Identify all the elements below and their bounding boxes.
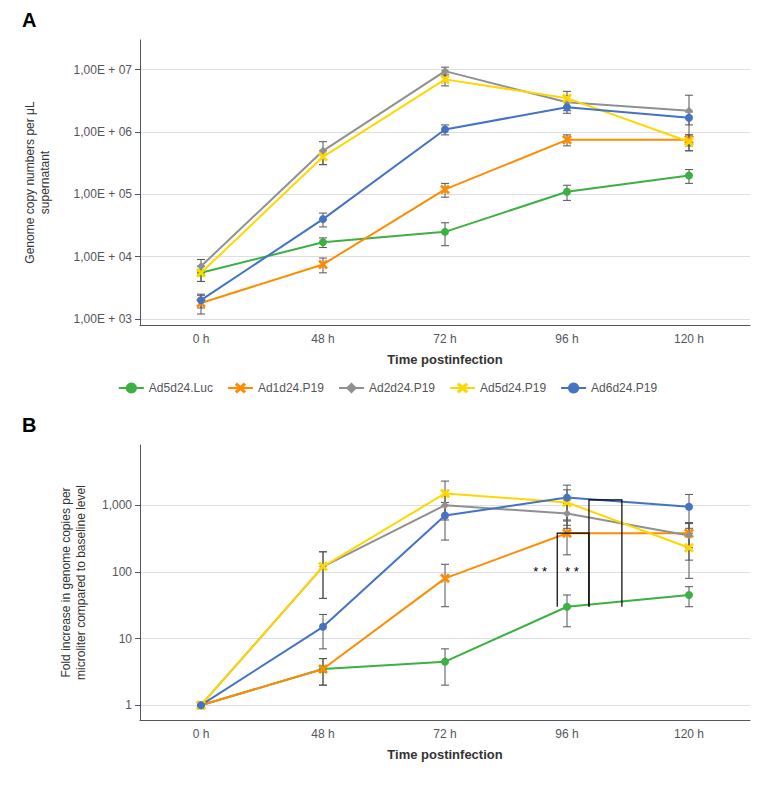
svg-text:Ad5d24.Luc: Ad5d24.Luc: [149, 381, 213, 395]
svg-text:Ad6d24.P19: Ad6d24.P19: [591, 381, 657, 395]
svg-text:48 h: 48 h: [311, 332, 334, 346]
svg-text:1,00E + 07: 1,00E + 07: [74, 63, 133, 77]
svg-text:Ad2d24.P19: Ad2d24.P19: [369, 381, 435, 395]
svg-text:96 h: 96 h: [555, 332, 578, 346]
svg-text:1,00E + 05: 1,00E + 05: [74, 187, 133, 201]
svg-text:B: B: [22, 414, 36, 436]
svg-text:100: 100: [112, 565, 132, 579]
svg-text:0 h: 0 h: [193, 332, 210, 346]
svg-text:1,00E + 04: 1,00E + 04: [74, 250, 133, 264]
svg-text:Ad5d24.P19: Ad5d24.P19: [480, 381, 546, 395]
svg-text:10: 10: [119, 632, 133, 646]
svg-text:A: A: [22, 9, 36, 31]
svg-text:1: 1: [125, 698, 132, 712]
svg-text:48 h: 48 h: [311, 727, 334, 741]
svg-text:Ad1d24.P19: Ad1d24.P19: [258, 381, 324, 395]
svg-text:1,00E + 06: 1,00E + 06: [74, 125, 133, 139]
svg-text:supernatant: supernatant: [38, 150, 52, 214]
svg-text:* *: * *: [533, 564, 547, 579]
svg-text:* *: * *: [565, 564, 579, 579]
svg-text:Time postinfection: Time postinfection: [387, 747, 502, 762]
svg-text:72 h: 72 h: [433, 727, 456, 741]
svg-text:120 h: 120 h: [674, 332, 704, 346]
svg-text:Fold increase in genome copies: Fold increase in genome copies per: [59, 487, 73, 677]
svg-text:Time postinfection: Time postinfection: [387, 352, 502, 367]
svg-text:Genome copy numbers per μL: Genome copy numbers per μL: [23, 101, 37, 264]
svg-text:microliter compared to baselin: microliter compared to baseline level: [74, 485, 88, 680]
svg-text:120 h: 120 h: [674, 727, 704, 741]
svg-text:72 h: 72 h: [433, 332, 456, 346]
svg-text:96 h: 96 h: [555, 727, 578, 741]
svg-text:0 h: 0 h: [193, 727, 210, 741]
svg-text:1,000: 1,000: [102, 498, 132, 512]
svg-text:1,00E + 03: 1,00E + 03: [74, 312, 133, 326]
